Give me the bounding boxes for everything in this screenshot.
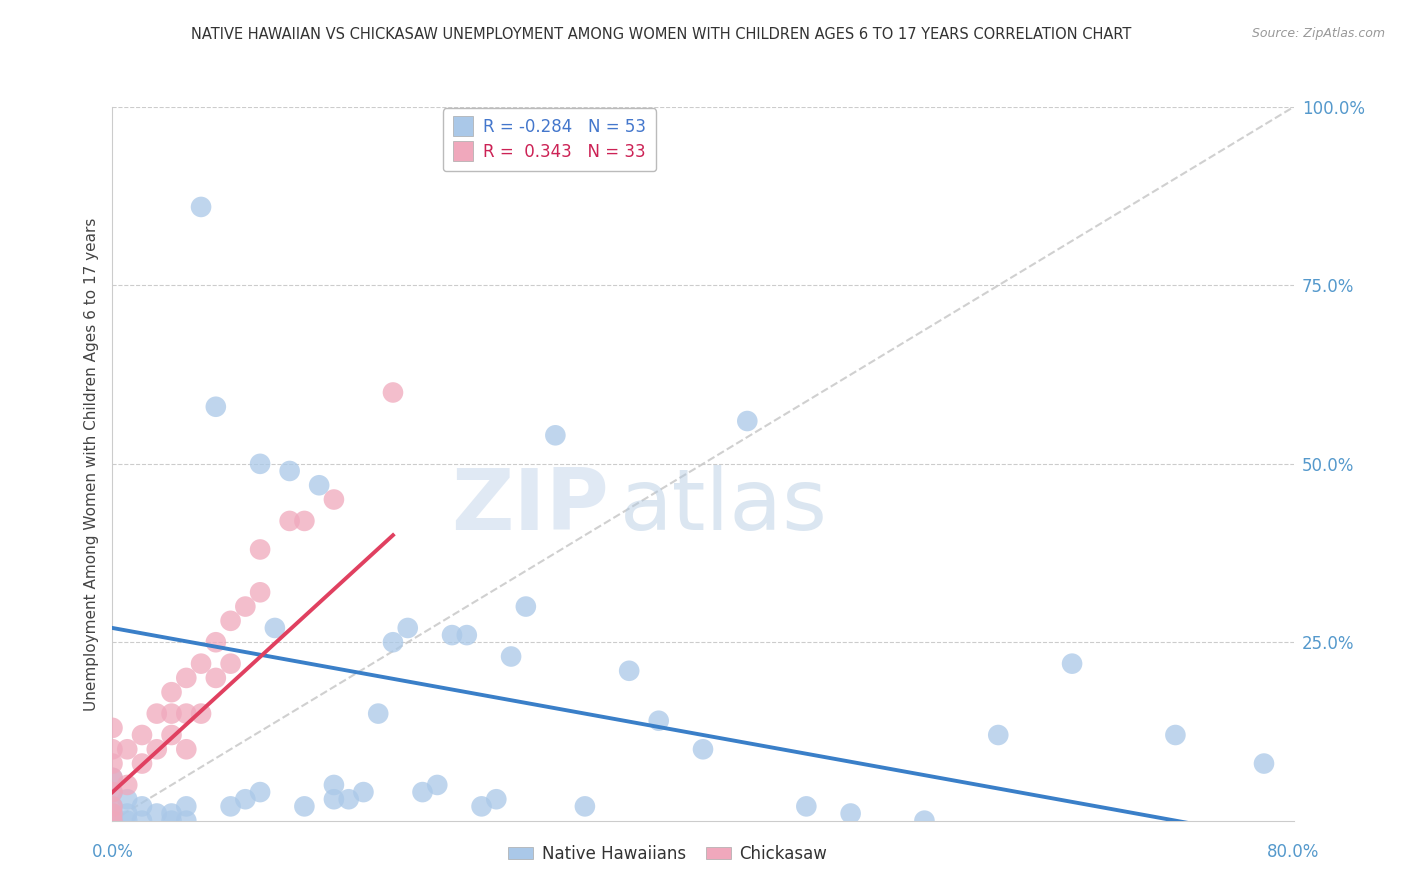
Point — [396, 621, 419, 635]
Point — [367, 706, 389, 721]
Point — [174, 742, 197, 756]
Point — [574, 799, 596, 814]
Point — [278, 464, 301, 478]
Point — [160, 814, 183, 828]
Point — [131, 728, 153, 742]
Point — [174, 814, 197, 828]
Point — [205, 635, 228, 649]
Point — [323, 492, 346, 507]
Point — [205, 671, 228, 685]
Point — [101, 742, 124, 756]
Point — [323, 778, 346, 792]
Point — [101, 771, 124, 785]
Point — [1062, 657, 1084, 671]
Point — [160, 706, 183, 721]
Text: NATIVE HAWAIIAN VS CHICKASAW UNEMPLOYMENT AMONG WOMEN WITH CHILDREN AGES 6 TO 17: NATIVE HAWAIIAN VS CHICKASAW UNEMPLOYMEN… — [191, 27, 1130, 42]
Point — [485, 792, 508, 806]
Point — [692, 742, 714, 756]
Point — [101, 814, 124, 828]
Point — [308, 478, 330, 492]
Point — [101, 799, 124, 814]
Point — [101, 756, 124, 771]
Point — [174, 799, 197, 814]
Point — [292, 799, 315, 814]
Point — [101, 785, 124, 799]
Point — [117, 806, 138, 821]
Text: 0.0%: 0.0% — [91, 843, 134, 861]
Point — [117, 814, 138, 828]
Point — [146, 742, 169, 756]
Point — [174, 706, 197, 721]
Text: Source: ZipAtlas.com: Source: ZipAtlas.com — [1251, 27, 1385, 40]
Point — [456, 628, 478, 642]
Point — [382, 385, 405, 400]
Point — [101, 799, 124, 814]
Point — [278, 514, 301, 528]
Point — [647, 714, 671, 728]
Point — [131, 799, 153, 814]
Point — [101, 806, 124, 821]
Point — [101, 721, 124, 735]
Point — [160, 685, 183, 699]
Point — [249, 785, 271, 799]
Point — [249, 585, 271, 599]
Point — [219, 799, 242, 814]
Point — [323, 792, 346, 806]
Y-axis label: Unemployment Among Women with Children Ages 6 to 17 years: Unemployment Among Women with Children A… — [83, 217, 98, 711]
Point — [146, 806, 169, 821]
Point — [190, 200, 212, 214]
Point — [219, 657, 242, 671]
Point — [219, 614, 242, 628]
Text: 80.0%: 80.0% — [1267, 843, 1320, 861]
Point — [737, 414, 759, 428]
Point — [101, 785, 124, 799]
Point — [131, 756, 153, 771]
Point — [914, 814, 936, 828]
Point — [352, 785, 374, 799]
Point — [515, 599, 537, 614]
Point — [174, 671, 197, 685]
Text: ZIP: ZIP — [451, 465, 609, 549]
Point — [426, 778, 449, 792]
Point — [619, 664, 641, 678]
Point — [337, 792, 360, 806]
Point — [264, 621, 287, 635]
Point — [249, 542, 271, 557]
Point — [249, 457, 271, 471]
Point — [544, 428, 567, 442]
Point — [292, 514, 315, 528]
Point — [146, 706, 169, 721]
Point — [205, 400, 228, 414]
Point — [1164, 728, 1187, 742]
Point — [470, 799, 494, 814]
Point — [796, 799, 818, 814]
Point — [160, 728, 183, 742]
Point — [233, 792, 256, 806]
Point — [501, 649, 523, 664]
Legend: Native Hawaiians, Chickasaw: Native Hawaiians, Chickasaw — [502, 838, 834, 870]
Point — [117, 792, 138, 806]
Point — [441, 628, 464, 642]
Point — [101, 771, 124, 785]
Point — [160, 806, 183, 821]
Text: atlas: atlas — [620, 465, 828, 549]
Point — [382, 635, 405, 649]
Point — [1253, 756, 1275, 771]
Point — [101, 806, 124, 821]
Point — [101, 814, 124, 828]
Point — [190, 706, 212, 721]
Point — [839, 806, 862, 821]
Point — [987, 728, 1010, 742]
Point — [131, 814, 153, 828]
Point — [117, 742, 138, 756]
Point — [117, 778, 138, 792]
Point — [411, 785, 433, 799]
Point — [233, 599, 256, 614]
Point — [190, 657, 212, 671]
